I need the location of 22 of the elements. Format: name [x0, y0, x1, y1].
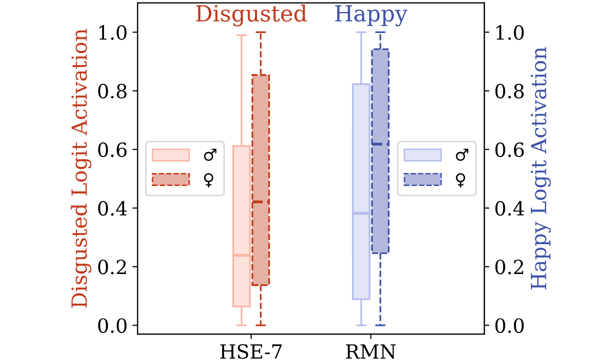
legend-label: ♂ [204, 148, 216, 161]
y2-tick-label: 0.0 [495, 318, 524, 333]
y-tick-label: 0.2 [98, 260, 126, 274]
legend-label: ♂ [456, 148, 468, 161]
y2-tick-label: 0.6 [495, 142, 524, 158]
legend-label: ♀ [204, 173, 214, 188]
y-axis-title: Disgusted Logit Activation [70, 28, 92, 308]
y2-tick-label: 1.0 [496, 25, 524, 40]
legend-label: ♀ [456, 173, 466, 188]
y-tick-label: 0.4 [98, 201, 127, 216]
x-tick-label: RMN [346, 344, 396, 359]
annotation: Disgusted [196, 4, 307, 26]
y-tick-label: 0.6 [98, 142, 127, 158]
y-tick-label: 0.8 [98, 84, 127, 98]
annotation: Happy [335, 5, 408, 26]
y2-tick-label: 0.4 [495, 201, 524, 216]
y2-tick-label: 0.2 [495, 260, 524, 274]
y-tick-label: 0.0 [98, 318, 127, 333]
y-tick-label: 1.0 [99, 25, 127, 40]
y2-axis-title: Happy Logit Activation [530, 47, 551, 290]
x-tick-label: HSE-7 [220, 344, 282, 359]
y2-tick-label: 0.8 [495, 84, 524, 98]
